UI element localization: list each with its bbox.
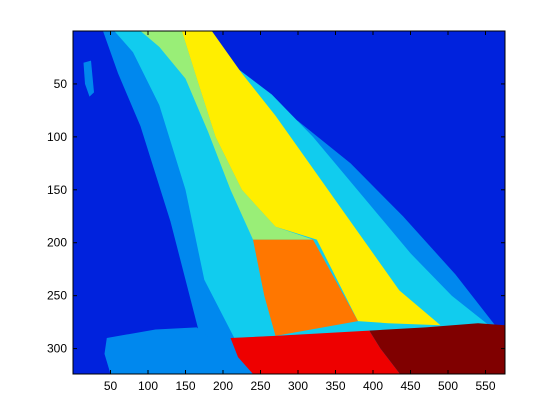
region-orange-region (253, 239, 358, 336)
region-red-region (230, 330, 400, 374)
x-tick-label: 250 (250, 379, 270, 393)
x-tick-label: 300 (288, 379, 308, 393)
x-tick-label: 100 (138, 379, 158, 393)
region-dark-red-region (369, 323, 505, 374)
heatmap-regions (73, 31, 505, 374)
x-axis: 50 100 150 200 250 300 350 400 450 500 550 (104, 31, 496, 393)
region-yellow-band (181, 31, 441, 326)
x-tick-label: 350 (325, 379, 345, 393)
y-tick-label: 150 (47, 183, 67, 197)
y-tick-label: 200 (47, 236, 67, 250)
x-tick-label: 550 (475, 379, 495, 393)
x-tick-label: 150 (175, 379, 195, 393)
x-tick-label: 400 (363, 379, 383, 393)
region-left-inlet (83, 60, 94, 97)
y-tick-label: 300 (47, 342, 67, 356)
region-left-shoreline (104, 327, 216, 374)
y-tick-label: 250 (47, 289, 67, 303)
y-axis: 50 100 150 200 250 300 (47, 77, 505, 356)
y-tick-label: 100 (47, 130, 67, 144)
x-tick-label: 50 (104, 379, 118, 393)
x-tick-label: 200 (213, 379, 233, 393)
plot-frame (72, 30, 506, 375)
y-tick-label: 50 (54, 77, 68, 91)
x-tick-label: 450 (400, 379, 420, 393)
x-tick-label: 500 (438, 379, 458, 393)
